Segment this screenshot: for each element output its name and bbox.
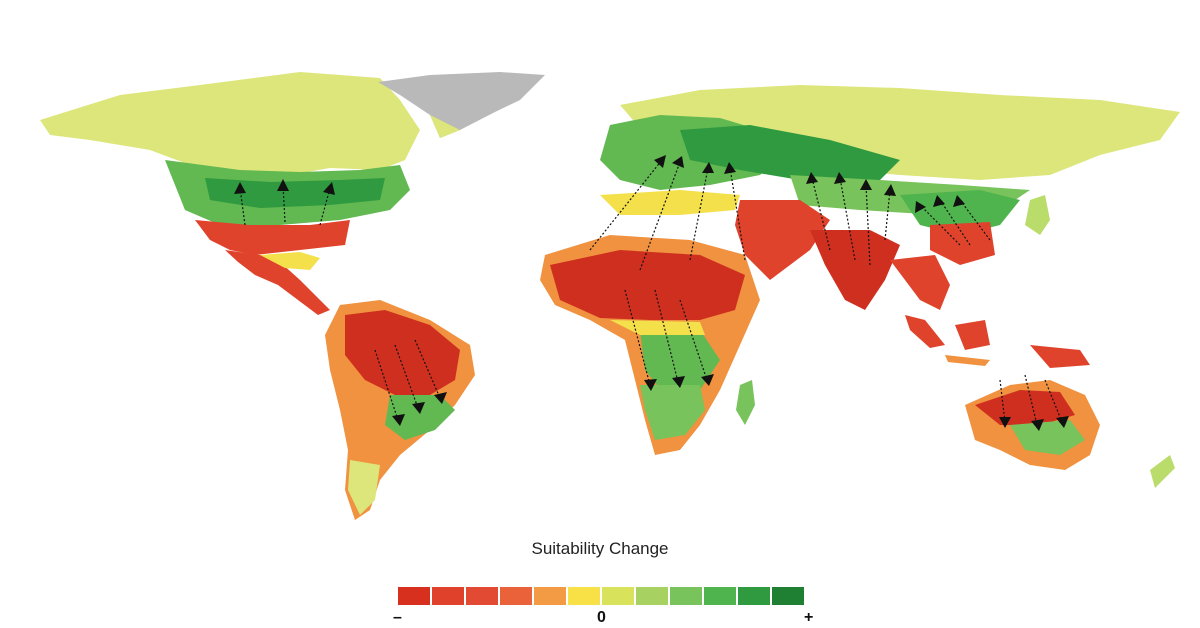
migration-arrows [239,159,1063,426]
africa-yellow-band [610,320,705,335]
brazil-green [385,395,455,440]
africa [540,235,760,455]
arrow-line [639,161,681,271]
arrowhead [884,184,896,196]
arrowhead [933,195,945,207]
arrowheads [234,155,1069,431]
legend-swatch-10 [738,587,770,605]
legend-swatch-5 [568,587,600,605]
amazon-red [345,310,460,395]
eurasia [600,85,1180,310]
legend-color-bar [398,587,804,605]
papua [1030,345,1090,368]
arrow-line [811,177,831,251]
australia-red [975,390,1075,425]
arrowhead [672,376,685,388]
arrow-line [394,344,419,409]
arrowhead [654,155,666,168]
north-america-yellow-edge [260,252,320,270]
legend-tick-plus: + [804,609,814,626]
greenland [378,72,545,138]
arrowhead [392,414,405,426]
legend-swatch-3 [500,587,532,605]
arrowhead [999,417,1011,428]
sahara-red [550,250,745,320]
japan [1025,195,1050,235]
south-america [325,300,475,520]
arrow-line [999,379,1006,423]
legend-swatch-11 [772,587,804,605]
sumatra [905,315,945,348]
arrow-line [624,289,651,386]
india-red [810,230,900,310]
arrow-line [839,177,856,261]
legend-swatch-1 [432,587,464,605]
arrowhead [860,179,872,190]
legend-title: Suitability Change [531,539,669,558]
north-america-south [195,220,350,255]
greenland-coast [430,115,460,138]
arrow-line [729,167,746,261]
arrow-line [959,199,991,241]
arrowhead [412,402,425,414]
madagascar [736,380,755,425]
arrow-line [414,339,441,399]
russia-dark-green [680,125,900,180]
patagonia [348,460,380,515]
arrow-line [1024,374,1038,426]
arrowhead [806,172,818,184]
southeast-asia [890,255,950,310]
arrow-line [374,349,399,421]
arrow-line [884,189,891,241]
arrowhead [234,182,246,194]
arrow-line [589,159,663,251]
new-zealand [1150,455,1175,488]
arrow-line [939,199,971,246]
legend-tick-minus: – [393,609,402,626]
arrow-line [919,204,961,246]
indonesia [905,315,1090,368]
arrowhead [834,172,846,184]
legend-swatch-9 [704,587,736,605]
arrowhead [1031,419,1044,431]
southern-africa-green [640,385,705,440]
legend-swatch-0 [398,587,430,605]
australia [965,380,1100,470]
legend-swatch-4 [534,587,566,605]
arrow-line [865,184,871,266]
legend-tick-zero: 0 [597,609,606,626]
arrowhead [644,379,657,391]
arrowhead [1056,416,1069,428]
china-red [930,222,995,265]
arrowhead [434,392,447,404]
north-america [40,72,420,315]
legend-swatch-6 [602,587,634,605]
arrowhead [915,201,926,213]
mediterranean-edge [600,190,740,215]
legend-swatch-2 [466,587,498,605]
arrowhead [724,162,736,174]
mexico [225,250,330,315]
borneo [955,320,990,350]
australia-green [1010,420,1085,455]
java [945,355,990,366]
central-africa-green [640,330,720,395]
arrow-line [1044,379,1063,423]
north-america-north [40,72,420,175]
legend-swatch-7 [636,587,668,605]
arrowhead [701,374,714,386]
middle-east-red [735,200,830,280]
arrowhead [672,156,684,168]
legend-swatch-8 [670,587,702,605]
arrowhead [323,182,335,195]
north-america-dark-band [205,178,385,208]
arrowhead [702,162,714,173]
arrowhead [277,179,289,191]
arrowhead [953,195,965,207]
